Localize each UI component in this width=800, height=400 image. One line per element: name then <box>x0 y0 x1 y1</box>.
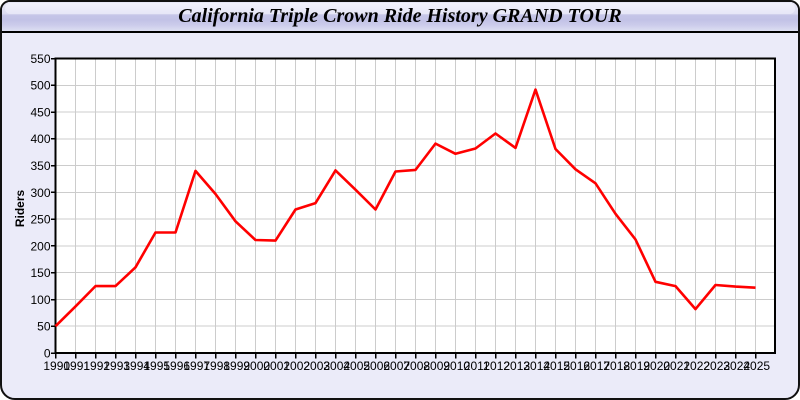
svg-text:350: 350 <box>30 159 50 173</box>
svg-text:2005: 2005 <box>343 359 370 373</box>
svg-text:2013: 2013 <box>503 359 530 373</box>
svg-text:Riders: Riders <box>13 190 27 228</box>
svg-text:300: 300 <box>30 186 50 200</box>
svg-text:1991: 1991 <box>63 359 90 373</box>
svg-text:1993: 1993 <box>103 359 130 373</box>
svg-text:2007: 2007 <box>383 359 410 373</box>
svg-text:1994: 1994 <box>123 359 150 373</box>
svg-text:2017: 2017 <box>583 359 610 373</box>
svg-text:2003: 2003 <box>303 359 330 373</box>
svg-text:150: 150 <box>30 266 50 280</box>
svg-text:1992: 1992 <box>83 359 110 373</box>
svg-text:2002: 2002 <box>283 359 310 373</box>
svg-text:1999: 1999 <box>223 359 250 373</box>
svg-text:400: 400 <box>30 132 50 146</box>
svg-text:0: 0 <box>44 346 51 360</box>
svg-text:2023: 2023 <box>703 359 730 373</box>
svg-text:1990: 1990 <box>43 359 70 373</box>
svg-text:2014: 2014 <box>523 359 550 373</box>
svg-text:2008: 2008 <box>403 359 430 373</box>
svg-text:2012: 2012 <box>483 359 510 373</box>
svg-text:500: 500 <box>30 79 50 93</box>
svg-text:50: 50 <box>37 320 51 334</box>
svg-text:2025: 2025 <box>743 359 770 373</box>
svg-text:1995: 1995 <box>143 359 170 373</box>
svg-text:2016: 2016 <box>563 359 590 373</box>
svg-text:2001: 2001 <box>263 359 290 373</box>
svg-text:2009: 2009 <box>423 359 450 373</box>
svg-text:250: 250 <box>30 213 50 227</box>
svg-text:2015: 2015 <box>543 359 570 373</box>
svg-text:1998: 1998 <box>203 359 230 373</box>
svg-text:2010: 2010 <box>443 359 470 373</box>
svg-text:100: 100 <box>30 293 50 307</box>
svg-text:1996: 1996 <box>163 359 190 373</box>
svg-text:2006: 2006 <box>363 359 390 373</box>
svg-text:2000: 2000 <box>243 359 270 373</box>
svg-text:2019: 2019 <box>623 359 650 373</box>
svg-text:2020: 2020 <box>643 359 670 373</box>
svg-text:2011: 2011 <box>464 359 490 373</box>
svg-text:2004: 2004 <box>323 359 350 373</box>
svg-text:2024: 2024 <box>723 359 750 373</box>
svg-text:450: 450 <box>30 105 50 119</box>
svg-text:2022: 2022 <box>683 359 710 373</box>
svg-text:2021: 2021 <box>663 359 690 373</box>
svg-text:200: 200 <box>30 239 50 253</box>
svg-text:550: 550 <box>30 52 50 66</box>
svg-text:2018: 2018 <box>603 359 630 373</box>
svg-text:1997: 1997 <box>183 359 210 373</box>
